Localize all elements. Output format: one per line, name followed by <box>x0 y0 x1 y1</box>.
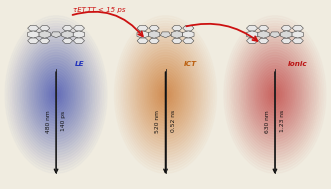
Polygon shape <box>148 31 160 38</box>
Polygon shape <box>259 26 269 31</box>
Text: 1.23 ns: 1.23 ns <box>280 110 285 132</box>
Polygon shape <box>137 25 148 31</box>
Polygon shape <box>292 25 304 31</box>
Polygon shape <box>183 38 194 43</box>
Polygon shape <box>62 26 72 31</box>
Polygon shape <box>73 38 84 43</box>
Polygon shape <box>292 31 304 38</box>
Polygon shape <box>281 38 292 43</box>
Text: 140 ps: 140 ps <box>62 111 67 131</box>
Polygon shape <box>27 38 39 43</box>
Polygon shape <box>258 31 269 38</box>
Polygon shape <box>172 26 182 31</box>
Polygon shape <box>149 38 159 43</box>
Polygon shape <box>183 31 194 38</box>
Text: 520 nm: 520 nm <box>155 110 160 133</box>
Polygon shape <box>137 31 148 38</box>
Text: 480 nm: 480 nm <box>46 110 51 133</box>
Text: 630 nm: 630 nm <box>264 110 269 133</box>
Polygon shape <box>27 31 39 38</box>
Polygon shape <box>73 31 85 38</box>
Polygon shape <box>281 31 292 38</box>
Polygon shape <box>39 31 50 38</box>
Polygon shape <box>247 25 258 31</box>
Polygon shape <box>39 26 50 31</box>
Polygon shape <box>247 38 258 43</box>
Polygon shape <box>281 26 292 31</box>
Polygon shape <box>172 38 182 43</box>
Polygon shape <box>51 32 61 38</box>
Polygon shape <box>149 26 159 31</box>
Polygon shape <box>259 38 269 43</box>
Polygon shape <box>160 32 171 38</box>
Polygon shape <box>62 38 72 43</box>
Text: ICT: ICT <box>184 60 197 67</box>
Text: 0.52 ns: 0.52 ns <box>171 110 176 132</box>
Polygon shape <box>73 25 84 31</box>
Polygon shape <box>246 31 258 38</box>
Polygon shape <box>62 31 73 38</box>
Polygon shape <box>137 38 148 43</box>
Polygon shape <box>39 38 50 43</box>
Text: Ionic: Ionic <box>287 60 307 67</box>
Polygon shape <box>292 38 304 43</box>
Text: τET,TT < 15 ps: τET,TT < 15 ps <box>73 7 126 13</box>
Polygon shape <box>171 31 183 38</box>
Text: LE: LE <box>75 60 84 67</box>
Polygon shape <box>183 25 194 31</box>
Polygon shape <box>27 25 39 31</box>
Polygon shape <box>270 32 280 38</box>
